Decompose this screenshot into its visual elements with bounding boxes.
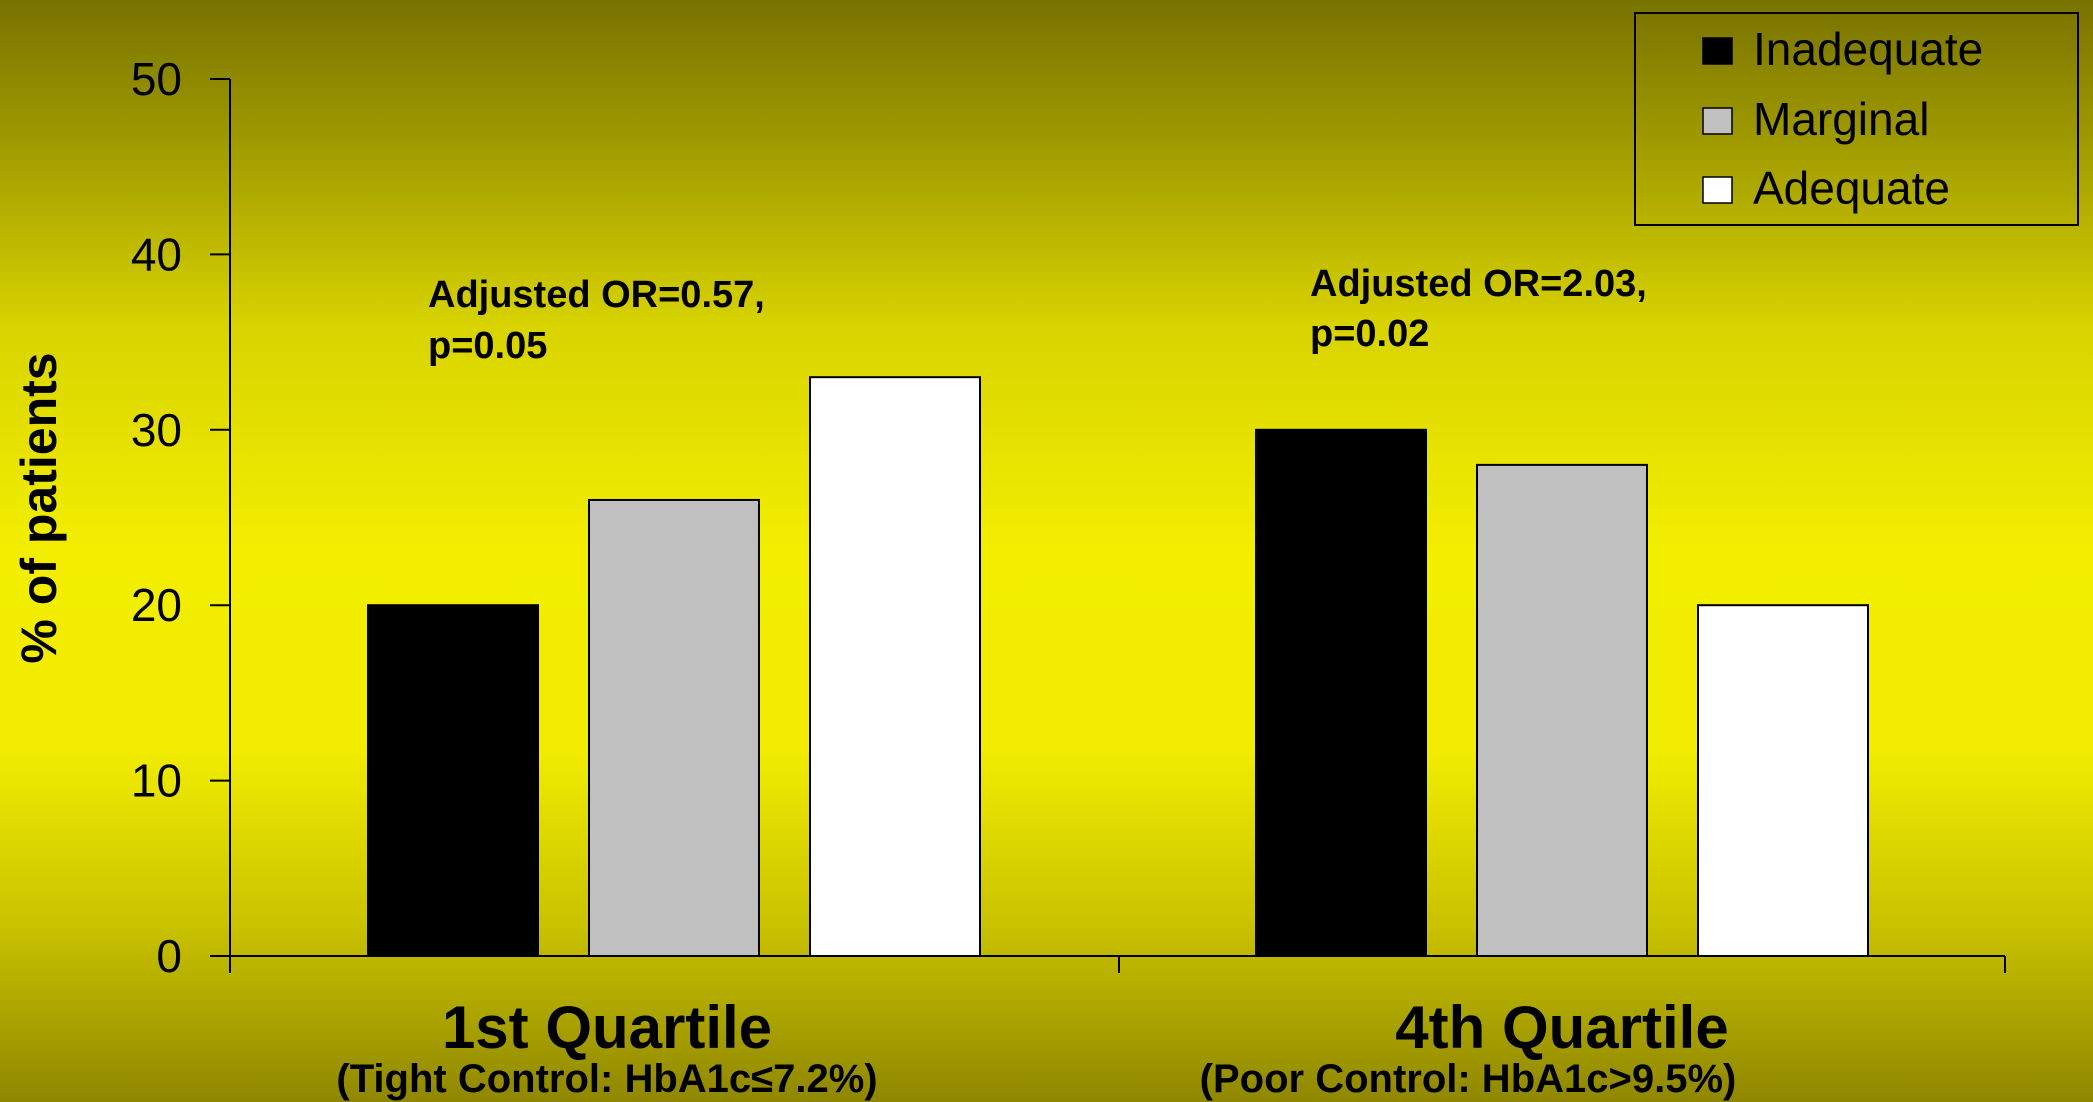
legend-swatch-adequate <box>1702 176 1733 204</box>
category-sublabel-q4: (Poor Control: HbA1c>9.5%) <box>1200 1057 1737 1101</box>
y-tick-label: 0 <box>156 930 182 982</box>
legend-swatch-marginal <box>1702 107 1733 135</box>
bar-q1-adequate <box>809 376 981 957</box>
y-tick-label: 40 <box>131 228 182 280</box>
y-tick-label: 50 <box>131 53 182 105</box>
bar-q1-marginal <box>588 498 760 957</box>
y-tick-label: 30 <box>131 404 182 456</box>
bar-q4-inadequate <box>1255 428 1427 957</box>
legend-label-marginal: Marginal <box>1753 93 1929 145</box>
legend-label-adequate: Adequate <box>1753 162 1950 214</box>
bar-q4-adequate <box>1697 604 1869 957</box>
annotation-q4-line2: p=0.02 <box>1310 313 1429 355</box>
bar-q4-marginal <box>1476 463 1648 957</box>
legend-swatch-inadequate <box>1702 37 1733 65</box>
annotation-q1-line2: p=0.05 <box>428 325 547 367</box>
annotation-q1-line1: Adjusted OR=0.57, <box>428 274 765 316</box>
category-label-q1: 1st Quartile <box>442 994 772 1061</box>
axes-layer: 0 10 20 30 40 50 <box>131 53 2006 982</box>
y-tick-label: 10 <box>131 755 182 807</box>
legend: Inadequate Marginal Adequate <box>1634 12 2079 226</box>
category-label-q4: 4th Quartile <box>1395 994 1728 1061</box>
y-tick-label: 20 <box>131 579 182 631</box>
category-sublabel-q1: (Tight Control: HbA1c≤7.2%) <box>336 1057 877 1101</box>
bar-q1-inadequate <box>367 604 539 957</box>
annotation-q4-line1: Adjusted OR=2.03, <box>1310 263 1647 305</box>
legend-label-inadequate: Inadequate <box>1753 23 1983 75</box>
bars-layer <box>367 376 1869 957</box>
y-axis-label: % of patients <box>11 352 67 663</box>
legend-box <box>1634 12 2079 226</box>
